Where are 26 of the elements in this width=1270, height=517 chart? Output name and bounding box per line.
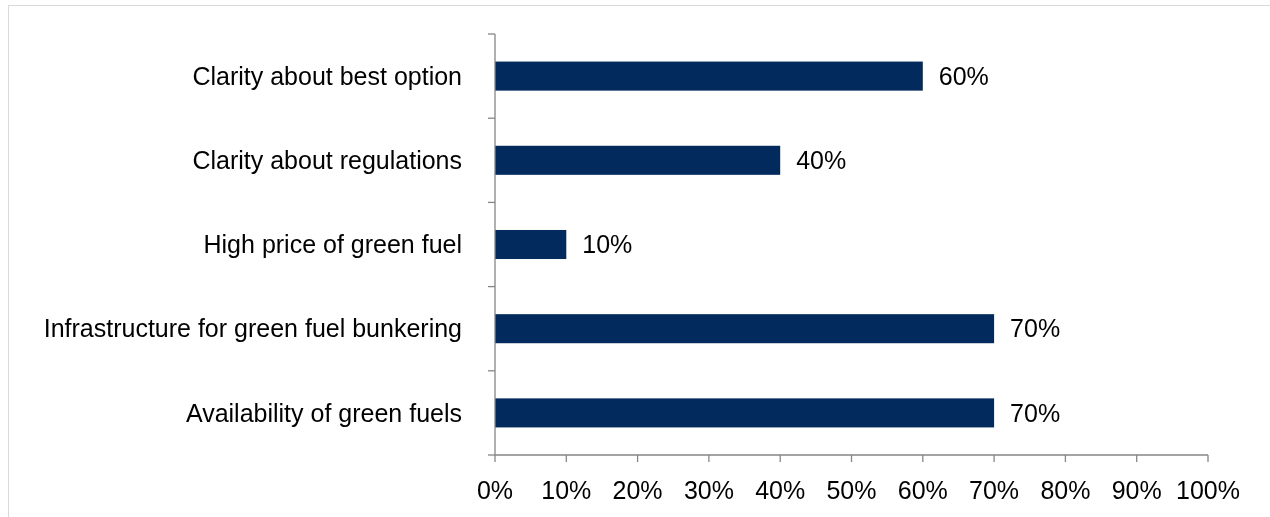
bar <box>495 398 995 428</box>
x-tick-label: 60% <box>897 476 948 504</box>
x-tick-label: 80% <box>1040 476 1091 504</box>
y-tick-label: Infrastructure for green fuel bunkering <box>43 314 462 343</box>
y-tick-label: High price of green fuel <box>203 230 462 259</box>
data-label: 70% <box>1010 314 1061 343</box>
bar <box>495 61 923 91</box>
x-tick-label: 40% <box>755 476 806 504</box>
x-tick-label: 0% <box>476 476 514 504</box>
y-tick-label: Availability of green fuels <box>185 398 462 427</box>
x-tick-label: 90% <box>1111 476 1162 504</box>
bar <box>495 229 567 260</box>
bar <box>495 145 781 175</box>
x-tick-label: 70% <box>969 476 1020 504</box>
data-label: 70% <box>1010 398 1061 427</box>
x-tick-label: 30% <box>683 476 734 504</box>
data-label: 10% <box>582 230 633 259</box>
y-tick-label: Clarity about best option <box>192 61 462 90</box>
x-tick-label: 20% <box>612 476 663 504</box>
data-label: 60% <box>938 61 989 90</box>
y-tick-label: Clarity about regulations <box>192 146 462 175</box>
data-label: 40% <box>796 146 847 175</box>
x-tick-label: 50% <box>826 476 877 504</box>
x-tick-label: 100% <box>1176 476 1240 504</box>
x-tick-label: 10% <box>541 476 592 504</box>
bar <box>495 314 995 344</box>
